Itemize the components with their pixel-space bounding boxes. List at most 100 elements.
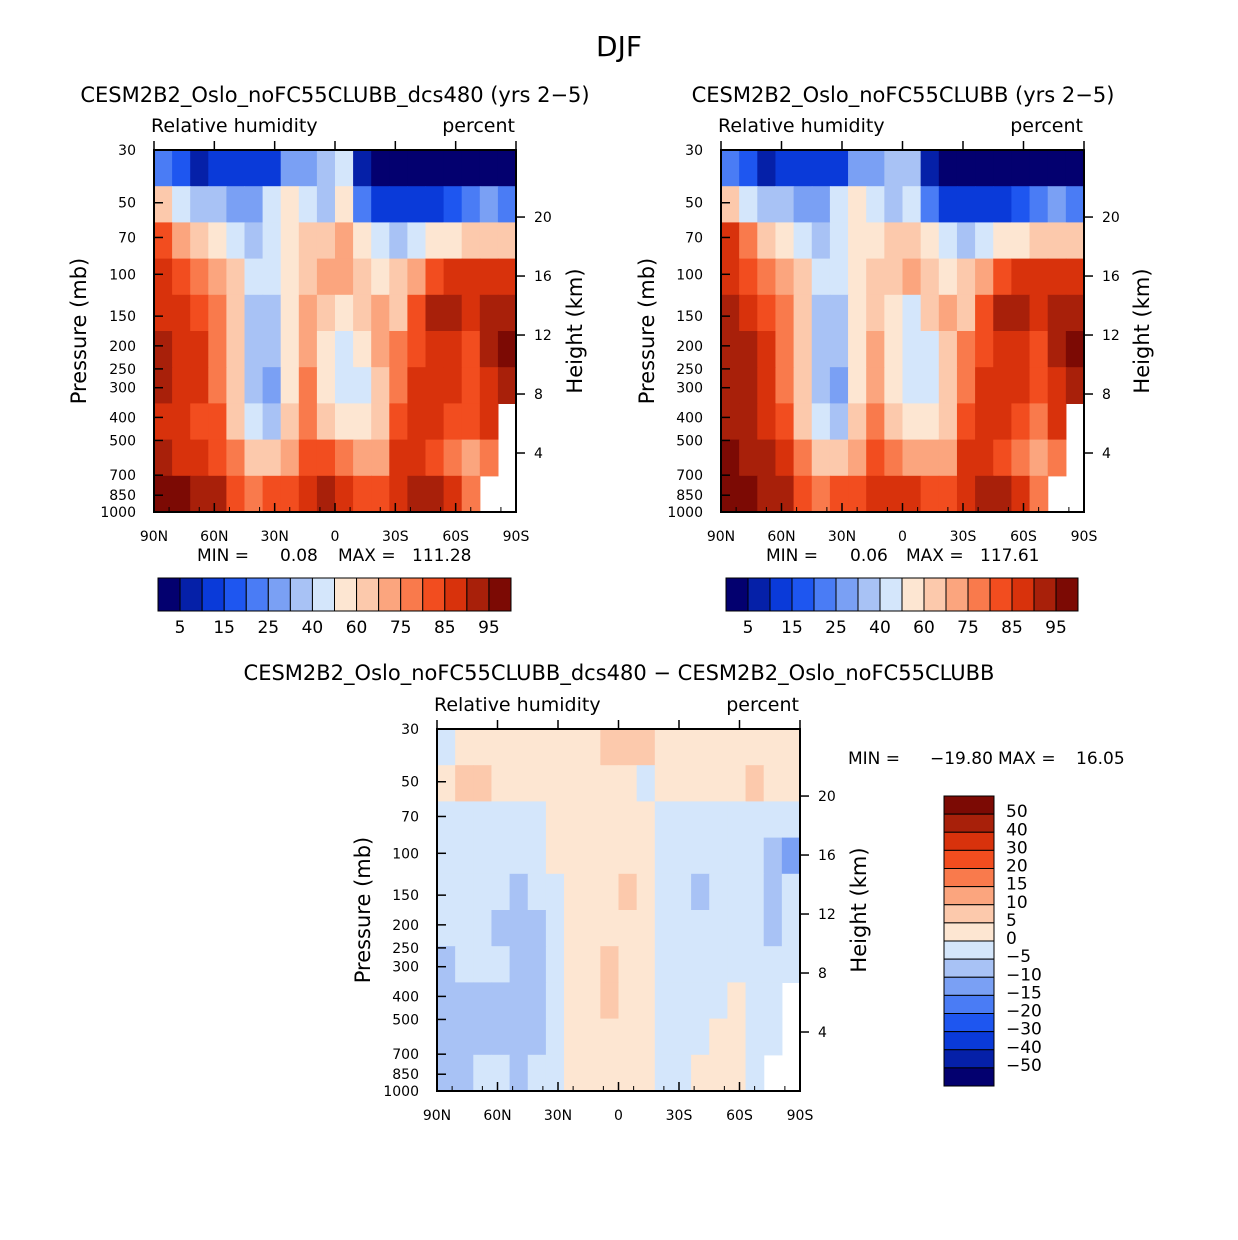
heatmap-cell xyxy=(190,367,209,404)
heatmap-cell xyxy=(654,837,674,875)
colorbar-swatch xyxy=(747,577,771,612)
heatmap-cell xyxy=(1011,403,1031,441)
heatmap-cell xyxy=(727,837,747,875)
heatmap-cell xyxy=(455,910,474,947)
heatmap-cell xyxy=(443,150,463,187)
heatmap-cell xyxy=(920,258,940,296)
colorbar-label: 15 xyxy=(1006,875,1028,895)
heatmap-cell xyxy=(298,439,318,477)
heatmap-cell xyxy=(902,367,922,404)
heatmap-cell xyxy=(298,186,318,223)
heatmap-cell xyxy=(509,729,529,766)
colorbar-label: 30 xyxy=(1006,838,1028,858)
heatmap-cell xyxy=(1011,331,1031,368)
heatmap-cell xyxy=(721,186,740,223)
y-tick-label: 30 xyxy=(685,143,703,159)
heatmap-cell xyxy=(902,150,922,187)
heatmap-cell xyxy=(902,475,922,513)
heatmap-cell xyxy=(389,186,408,223)
heatmap-cell xyxy=(1047,186,1067,223)
heatmap-cell xyxy=(443,222,463,260)
heatmap-cell xyxy=(618,729,638,766)
heatmap-cell xyxy=(811,403,831,441)
y-tick-label: 100 xyxy=(109,267,136,283)
y-tick-label: 150 xyxy=(392,888,419,904)
y-tick-label: 700 xyxy=(392,1047,419,1063)
heatmap-cell xyxy=(956,150,976,187)
heatmap-cell xyxy=(618,946,638,983)
heatmap-cell xyxy=(564,946,583,983)
y-axis-label: Pressure (mb) xyxy=(67,258,91,405)
heatmap-cell xyxy=(316,439,336,477)
y-tick-label: 70 xyxy=(685,230,703,246)
heatmap-cell xyxy=(437,837,456,875)
units-label: percent xyxy=(1010,115,1083,137)
heatmap-cell xyxy=(226,186,246,223)
colorbar-swatch xyxy=(334,577,358,612)
heatmap-cell xyxy=(709,1018,728,1056)
heatmap-cell xyxy=(491,837,511,875)
heatmap-cell xyxy=(425,150,445,187)
heatmap-cell xyxy=(721,403,740,441)
heatmap-cell xyxy=(582,837,601,875)
heatmap-cell xyxy=(672,910,692,947)
colorbar-swatch xyxy=(223,577,247,612)
heatmap-cell xyxy=(763,801,783,839)
heatmap-cell xyxy=(461,294,481,332)
heatmap-cell xyxy=(902,439,922,477)
heatmap xyxy=(437,729,801,1092)
colorbar-swatch xyxy=(444,577,468,612)
heatmap-cell xyxy=(208,150,227,187)
heatmap-cell xyxy=(335,439,354,477)
heatmap-cell xyxy=(920,186,940,223)
y-axis-label: Pressure (mb) xyxy=(635,258,659,405)
colorbar-label: 50 xyxy=(1006,802,1028,822)
heatmap-cell xyxy=(938,258,958,296)
heatmap-cell xyxy=(691,982,710,1020)
heatmap-cell xyxy=(353,367,372,404)
height-tick-label: 4 xyxy=(818,1025,827,1041)
heatmap-cell xyxy=(727,982,747,1020)
heatmap-cell xyxy=(479,367,499,404)
heatmap-cell xyxy=(473,801,493,839)
heatmap-cell xyxy=(226,331,246,368)
heatmap-cell xyxy=(371,367,390,404)
heatmap-cell xyxy=(226,294,246,332)
heatmap-cell xyxy=(190,475,209,513)
heatmap-cell xyxy=(172,331,191,368)
panel-3: CESM2B2_Oslo_noFC55CLUBB_dcs480 − CESM2B… xyxy=(244,661,1125,1124)
heatmap-cell xyxy=(757,475,777,513)
heatmap-cell xyxy=(848,367,867,404)
colorbar-swatch xyxy=(943,976,995,996)
colorbar-label: 40 xyxy=(1006,820,1028,840)
heatmap-cell xyxy=(425,258,445,296)
heatmap-cell xyxy=(389,475,408,513)
heatmap-cell xyxy=(829,331,849,368)
heatmap-cell xyxy=(425,331,445,368)
heatmap-cell xyxy=(672,729,692,766)
heatmap-cell xyxy=(371,294,390,332)
heatmap-cell xyxy=(443,367,463,404)
heatmap-cell xyxy=(920,439,940,477)
panel-2: CESM2B2_Oslo_noFC55CLUBB (yrs 2−5) Relati… xyxy=(635,83,1154,638)
heatmap-cell xyxy=(757,186,777,223)
heatmap-cell xyxy=(298,475,318,513)
heatmap-cell xyxy=(745,765,765,802)
heatmap-cell xyxy=(793,186,813,223)
heatmap-cell xyxy=(564,765,583,802)
heatmap-cell xyxy=(975,150,994,187)
heatmap-cell xyxy=(371,403,390,441)
x-tick-label: 30N xyxy=(828,529,856,545)
heatmap-cell xyxy=(564,910,583,947)
colorbar-swatch xyxy=(943,1013,995,1033)
heatmap-cell xyxy=(739,475,758,513)
heatmap-cell xyxy=(335,331,354,368)
heatmap-cell xyxy=(956,222,976,260)
heatmap-cell xyxy=(709,910,728,947)
colorbar-label: 5 xyxy=(1006,911,1017,931)
colorbar-swatch xyxy=(923,577,947,612)
heatmap-cell xyxy=(600,1018,620,1056)
heatmap-cell xyxy=(745,910,765,947)
heatmap-cell xyxy=(811,331,831,368)
